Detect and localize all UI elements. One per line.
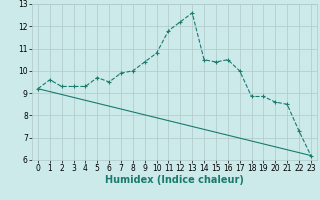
X-axis label: Humidex (Indice chaleur): Humidex (Indice chaleur) xyxy=(105,175,244,185)
